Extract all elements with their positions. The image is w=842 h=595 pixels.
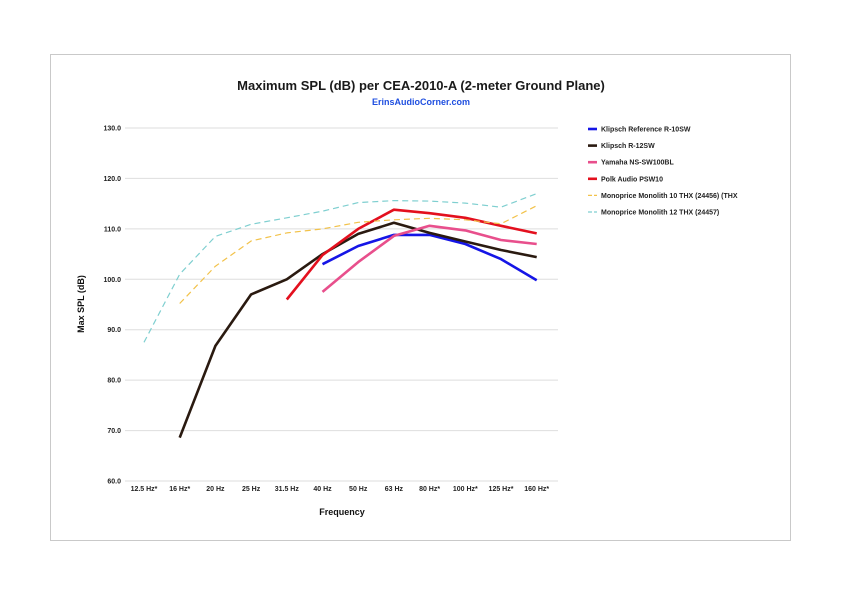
x-tick-label: 20 Hz (206, 486, 225, 493)
series-line-6 (143, 193, 537, 343)
x-tick-label: 25 Hz (242, 486, 261, 493)
chart-title: Maximum SPL (dB) per CEA-2010-A (2-meter… (237, 78, 605, 93)
legend-label: Polk Audio PSW10 (601, 176, 663, 183)
series-line-5 (179, 205, 537, 304)
y-tick-label: 60.0 (107, 479, 121, 486)
y-axis-title: Max SPL (dB) (76, 275, 86, 333)
chart-subtitle: ErinsAudioCorner.com (371, 97, 470, 107)
legend-label: Klipsch R-12SW (601, 143, 655, 150)
y-tick-label: 90.0 (107, 327, 121, 334)
y-tick-label: 120.0 (103, 176, 121, 183)
series-line-2 (178, 221, 537, 439)
series-line-4 (285, 208, 537, 301)
y-tick-label: 110.0 (104, 226, 121, 233)
legend-label: Monoprice Monolith 12 THX (24457) (601, 210, 719, 217)
x-tick-label: 80 Hz* (419, 486, 440, 493)
x-tick-label: 16 Hz* (169, 486, 190, 493)
x-axis-ticks: 12.5 Hz* 16 Hz* 20 Hz 25 Hz 31.5 Hz 40 Hz 50 H… (131, 486, 550, 493)
series-line-3 (321, 224, 537, 293)
x-tick-label: 31.5 Hz (275, 486, 300, 493)
gridlines (125, 127, 558, 482)
x-axis-title: Frequency (319, 507, 365, 517)
y-tick-label: 80.0 (107, 378, 121, 385)
x-tick-label: 12.5 Hz* (131, 486, 158, 493)
x-tick-label: 63 Hz (385, 486, 404, 493)
y-tick-label: 100.0 (103, 277, 121, 284)
legend-label: Klipsch Reference R-10SW (601, 127, 691, 134)
x-tick-label: 40 Hz (313, 486, 332, 493)
chart-frame (50, 54, 791, 541)
y-axis-ticks: 60.0 70.0 80.0 90.0 100.0 110.0 120.0 130.0 (103, 126, 121, 486)
legend: Klipsch Reference R-10SW Klipsch R-12SW Ya… (588, 127, 738, 217)
series-line-1 (321, 233, 538, 282)
x-tick-label: 100 Hz* (453, 486, 478, 493)
x-tick-label: 160 Hz* (524, 486, 549, 493)
y-tick-label: 130.0 (103, 126, 121, 133)
y-tick-label: 70.0 (107, 428, 121, 435)
x-tick-label: 50 Hz (349, 486, 368, 493)
x-tick-label: 125 Hz* (489, 486, 514, 493)
legend-label: Monoprice Monolith 10 THX (24456) (THX (601, 193, 738, 200)
series-lines (143, 193, 538, 439)
legend-label: Yamaha NS-SW100BL (601, 160, 674, 167)
